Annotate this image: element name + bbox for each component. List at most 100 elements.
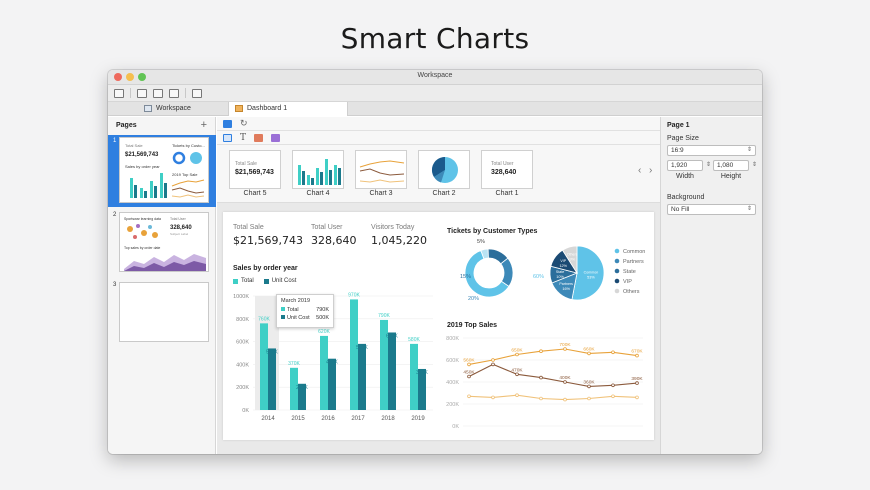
chart-card-1[interactable]: Total User 328,640 [481,150,533,189]
line-point[interactable] [635,381,639,385]
bar-unit-cost[interactable] [418,368,426,410]
bar-total[interactable] [260,323,268,410]
bar-unit-cost[interactable] [298,383,306,410]
tickets-chart[interactable]: 5%15%20%60%Common53%Partners16%State10%V… [437,238,651,308]
line-point[interactable] [563,397,567,402]
line-data-label: 670K [631,349,643,355]
stepper-icon[interactable]: ⇕ [705,162,711,168]
line-series[interactable] [468,363,638,387]
line-point[interactable] [539,375,543,380]
line-point[interactable] [491,362,495,367]
bar-total[interactable] [350,299,358,410]
zoom-window-button[interactable] [138,73,146,81]
kpi-total-sale[interactable]: Total Sale $21,569,743 [233,224,303,247]
pie-slice[interactable] [571,245,605,301]
copy-icon[interactable] [192,88,202,98]
pages-title: Pages [116,122,137,129]
refresh-icon[interactable]: ↻ [240,118,248,128]
insert-text-icon[interactable]: T [240,132,247,143]
donut-slice[interactable] [464,249,510,298]
line-point[interactable] [611,394,615,399]
page-size-select[interactable]: 16:9 ⇕ [667,145,756,156]
save-icon[interactable] [114,88,124,98]
line-point[interactable] [587,384,591,389]
bar-unit-cost[interactable] [328,358,336,410]
page-item-2[interactable]: 2 Sportswar learning data Total User 328… [108,209,216,275]
line-data-label: 470K [511,367,523,373]
chart-card-3[interactable] [355,150,407,189]
close-window-button[interactable] [114,73,122,81]
kpi-label: Total Sale [233,224,264,231]
pages-header: Pages + [108,117,215,135]
background-select[interactable]: No Fill ⇕ [667,204,756,215]
tooltip-value: 790K [316,307,329,313]
x-tick-label: 2015 [291,416,305,422]
bar-unit-cost[interactable] [268,348,276,410]
kpi-visitors-today[interactable]: Visitors Today 1,045,220 [371,224,427,247]
line-series[interactable] [468,348,638,365]
line-point[interactable] [587,351,591,356]
table-data-icon[interactable] [169,88,179,98]
thumb2-title: Sportswar learning data [124,217,161,221]
width-input[interactable]: 1,920 ⇕ [667,160,711,171]
thumb2-area-b [124,261,206,271]
bar-data-label: 450K [326,360,338,366]
tab-dashboard[interactable]: Dashboard 1 [228,102,348,116]
line-point[interactable] [491,395,495,400]
line-series[interactable] [468,394,638,401]
page-item-3[interactable]: 3 [108,279,216,345]
top-sales-chart[interactable]: 800K 600K 400K 200K 0K 560K 650K 700K 660K 670K 45… [437,330,651,436]
dashboard-canvas[interactable]: Total Sale $21,569,743 Total User 328,64… [223,212,654,440]
line-point[interactable] [515,393,519,397]
bar-unit-cost[interactable] [358,343,366,410]
thumb-donut [172,151,186,165]
database-icon[interactable] [137,88,147,98]
insert-chart-icon[interactable] [223,133,232,142]
chart-card-5[interactable]: Total Sale $21,569,743 [229,150,281,189]
pie-slice[interactable] [561,245,578,275]
bar-unit-cost[interactable] [388,332,396,410]
line-point[interactable] [587,396,591,401]
minimize-window-button[interactable] [126,73,134,81]
line-point[interactable] [491,358,495,362]
width-value: 1,920 [671,162,688,169]
page-number: 1 [113,138,117,144]
bar-data-label: 370K [288,361,300,367]
line-point[interactable] [467,394,471,399]
kpi-total-user[interactable]: Total User 328,640 [311,224,357,247]
line-point[interactable] [539,396,543,401]
main-toolbar [108,85,762,102]
chart-data-icon[interactable] [153,88,163,98]
bar-total[interactable] [380,319,388,410]
kpi-value: 1,045,220 [371,234,427,247]
insert-shape-icon[interactable] [271,133,281,142]
line-point[interactable] [515,352,519,357]
line-point[interactable] [563,380,567,384]
height-input[interactable]: 1,080 ⇕ [713,160,757,171]
page-item-1[interactable]: 1 Total Sale $21,569,743 Tickets by Cust… [108,135,216,207]
chart-card-4[interactable] [292,150,344,189]
gallery-prev-button[interactable]: ‹ [638,165,642,176]
chart-gallery: Total Sale $21,569,743 Chart 5 Chart 4 [217,145,660,203]
line-point[interactable] [515,372,519,377]
line-point[interactable] [467,362,471,367]
line-point[interactable] [635,353,639,358]
bar-chart[interactable]: 1000K 800K 600K 400K 200K 0K 760K 540K 2014 370K 2… [227,288,437,428]
line-point[interactable] [467,374,471,379]
line-point[interactable] [539,349,543,354]
gallery-next-button[interactable]: › [649,165,653,176]
stepper-icon[interactable]: ⇕ [751,162,757,168]
line-point[interactable] [611,383,615,388]
line-point[interactable] [563,347,567,351]
bar-total[interactable] [320,335,328,410]
line-point[interactable] [635,395,639,400]
add-page-button[interactable]: + [200,119,207,131]
line-point[interactable] [611,350,615,355]
select-pointer-icon[interactable] [223,119,232,128]
bar-total[interactable] [290,367,298,410]
insert-image-icon[interactable] [254,133,264,142]
chart-card-2[interactable] [418,150,470,189]
y-tick-label: 200K [446,402,459,408]
bar-total[interactable] [410,343,418,410]
tab-workspace[interactable]: Workspace [138,102,248,116]
